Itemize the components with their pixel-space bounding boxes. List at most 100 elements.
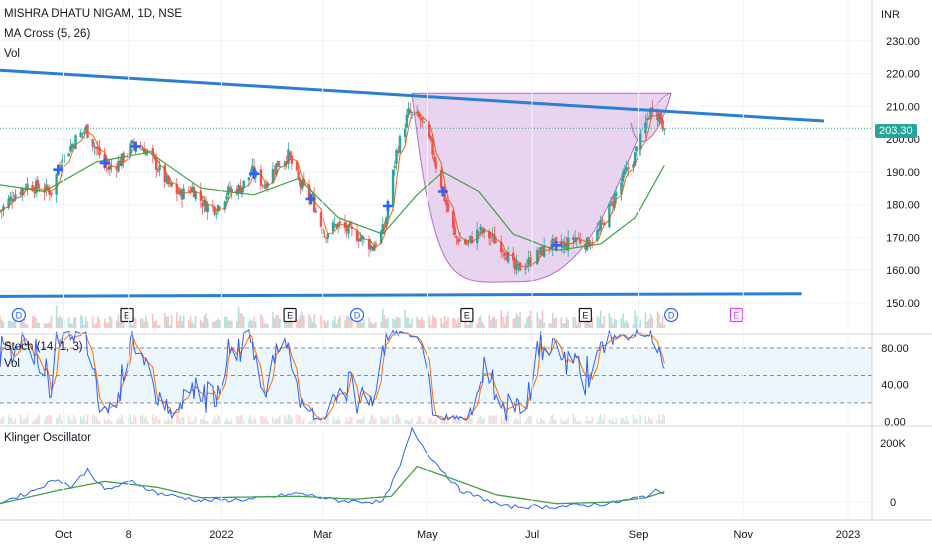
dividend-icon[interactable] [664,307,679,323]
dividend-icon[interactable] [349,307,365,323]
candle-body[interactable] [271,169,275,184]
candle-body[interactable] [524,268,527,270]
candle-body[interactable] [199,190,203,201]
candle-body[interactable] [661,120,664,129]
candle-body[interactable] [129,143,132,155]
candle-body[interactable] [158,165,161,171]
candle-body[interactable] [177,191,180,195]
candle-body[interactable] [201,203,204,207]
ma-cross-marker[interactable] [305,193,316,204]
candle-body[interactable] [431,139,434,155]
candle-body[interactable] [355,230,359,241]
candle-body[interactable] [561,245,565,248]
candle-body[interactable] [603,222,606,226]
candle-body[interactable] [170,182,173,187]
candle-body[interactable] [395,149,398,164]
candle-body[interactable] [300,181,304,189]
candle-body[interactable] [227,186,230,196]
candle-body[interactable] [335,224,338,228]
candle-body[interactable] [19,192,22,195]
candle-body[interactable] [81,132,84,134]
candle-body[interactable] [264,184,268,189]
candle-body[interactable] [273,171,276,173]
candle-body[interactable] [573,237,577,242]
candle-body[interactable] [453,226,457,236]
candle-body[interactable] [518,262,522,271]
candle-body[interactable] [439,169,443,189]
candle-body[interactable] [383,226,386,229]
candle-body[interactable] [50,192,53,195]
candle-body[interactable] [106,167,110,170]
candle-body[interactable] [324,237,328,239]
candle-body[interactable] [275,163,278,176]
candle-body[interactable] [609,201,613,203]
candle-body[interactable] [249,175,252,177]
candle-body[interactable] [475,229,479,244]
candle-body[interactable] [469,235,472,240]
candle-body[interactable] [168,182,172,184]
candle-body[interactable] [336,223,340,227]
klinger-panel[interactable] [0,426,872,510]
earnings-icon[interactable] [460,307,474,323]
candle-body[interactable] [203,200,206,206]
candle-body[interactable] [247,177,251,181]
candle-body[interactable] [239,185,242,194]
candle-body[interactable] [33,191,36,193]
ma-cross-marker[interactable] [437,186,448,197]
candle-body[interactable] [565,243,568,250]
candle-body[interactable] [560,241,563,247]
candle-body[interactable] [240,187,244,195]
candle-body[interactable] [527,258,530,265]
candle-body[interactable] [141,149,144,151]
candle-body[interactable] [194,191,197,200]
candle-body[interactable] [2,205,5,211]
candle-body[interactable] [481,228,484,234]
candle-body[interactable] [242,180,245,189]
candle-body[interactable] [422,121,426,123]
candle-body[interactable] [266,182,269,187]
candle-body[interactable] [192,187,196,198]
earnings-icon[interactable] [578,307,592,323]
candle-body[interactable] [632,164,635,168]
candle-body[interactable] [307,184,311,199]
candle-body[interactable] [506,251,510,263]
candle-body[interactable] [386,205,390,219]
candle-body[interactable] [403,128,407,138]
candle-body[interactable] [513,258,517,270]
candle-body[interactable] [620,182,623,195]
earnings-icon[interactable] [283,307,297,323]
candle-body[interactable] [393,165,397,168]
candle-body[interactable] [470,237,474,244]
candle-body[interactable] [647,117,651,120]
candle-body[interactable] [333,223,336,225]
candle-body[interactable] [163,164,166,183]
candle-body[interactable] [72,144,76,148]
candle-body[interactable] [189,190,192,193]
candle-body[interactable] [26,183,29,191]
candle-body[interactable] [374,243,378,246]
candle-body[interactable] [373,245,376,252]
candle-body[interactable] [348,222,352,226]
candle-body[interactable] [601,219,604,221]
candle-body[interactable] [417,113,421,117]
candle-body[interactable] [554,237,558,240]
candle-body[interactable] [46,186,50,190]
candle-body[interactable] [385,217,388,227]
candle-body[interactable] [285,161,288,164]
candle-body[interactable] [82,131,86,133]
candle-body[interactable] [621,172,625,182]
stoch-panel[interactable] [0,328,872,424]
candle-body[interactable] [359,237,362,242]
candle-body[interactable] [357,239,360,242]
candle-body[interactable] [93,146,96,148]
candle-body[interactable] [139,148,142,150]
candle-body[interactable] [427,124,431,138]
candle-body[interactable] [371,246,374,250]
candle-body[interactable] [458,239,462,241]
candle-body[interactable] [153,155,156,159]
candle-body[interactable] [323,235,326,237]
candle-body[interactable] [311,196,314,198]
candle-body[interactable] [446,202,450,212]
candle-body[interactable] [443,187,446,202]
candle-body[interactable] [180,190,184,200]
